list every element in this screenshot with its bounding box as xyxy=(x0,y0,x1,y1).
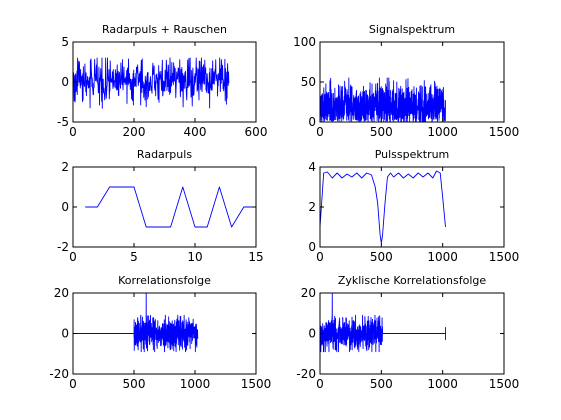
x-tick-label: 1000 xyxy=(427,377,458,391)
y-tick-label: 4 xyxy=(308,160,316,174)
y-tick-label: -2 xyxy=(57,240,69,254)
y-tick-label: 0 xyxy=(61,200,69,214)
x-tick-label: 10 xyxy=(187,250,202,264)
subplot-title: Radarpuls xyxy=(137,148,192,161)
x-tick-label: 0 xyxy=(316,125,324,139)
x-tick-label: 0 xyxy=(316,250,324,264)
y-tick-label: 0 xyxy=(61,327,69,341)
subplot-zyklische-korrelationsfolge: Zyklische Korrelationsfolge 0 500 1000 1500… xyxy=(296,274,519,391)
x-tick-label: 0 xyxy=(69,250,77,264)
x-tick-label: 15 xyxy=(248,250,263,264)
y-tick-label: 0 xyxy=(308,115,316,129)
axes-frame xyxy=(72,166,257,248)
series-line xyxy=(382,326,446,341)
subplot-title: Radarpuls + Rauschen xyxy=(102,23,227,36)
y-tick-label: -5 xyxy=(57,115,69,129)
y-tick-label: -20 xyxy=(296,367,316,381)
x-tick-label: 5 xyxy=(130,250,138,264)
x-tick-label: 1500 xyxy=(489,377,520,391)
subplot-title: Zyklische Korrelationsfolge xyxy=(338,274,487,287)
subplot-title: Signalspektrum xyxy=(369,23,455,36)
x-tick-label: 1500 xyxy=(489,125,520,139)
y-tick-label: 20 xyxy=(54,286,69,300)
x-tick-label: 1000 xyxy=(427,125,458,139)
y-tick-label: 2 xyxy=(308,200,316,214)
x-tick-label: 500 xyxy=(123,377,146,391)
y-tick-label: 0 xyxy=(61,75,69,89)
y-tick-label: 5 xyxy=(61,35,69,49)
y-tick-label: -20 xyxy=(49,367,69,381)
y-tick-label: 20 xyxy=(301,286,316,300)
x-tick-label: 500 xyxy=(370,125,393,139)
x-tick-label: 1000 xyxy=(427,250,458,264)
series-line xyxy=(319,292,384,353)
y-tick-label: 0 xyxy=(308,240,316,254)
subplot-title: Korrelationsfolge xyxy=(118,274,211,287)
x-tick-label: 0 xyxy=(69,377,77,391)
y-tick-label: 2 xyxy=(61,160,69,174)
series-line xyxy=(85,186,256,228)
series-line xyxy=(319,170,446,244)
x-tick-label: 1500 xyxy=(489,250,520,264)
x-tick-label: 200 xyxy=(123,125,146,139)
y-tick-label: 0 xyxy=(308,327,316,341)
x-tick-label: 400 xyxy=(184,125,207,139)
series-line xyxy=(72,57,230,109)
x-tick-label: 500 xyxy=(370,250,393,264)
subplot-pulsspektrum: Pulsspektrum 0 500 1000 1500 0 2 4 xyxy=(308,148,519,264)
series-line xyxy=(319,77,446,123)
x-tick-label: 600 xyxy=(245,125,268,139)
x-tick-label: 1500 xyxy=(241,377,272,391)
y-tick-label: 100 xyxy=(293,35,316,49)
subplot-radarpuls: Radarpuls 0 5 10 15-202 xyxy=(57,148,264,264)
series-line xyxy=(133,292,199,353)
x-tick-label: 500 xyxy=(370,377,393,391)
axes-frame xyxy=(319,166,505,248)
subplot-radarpuls-rauschen: Radarpuls + Rauschen 0 200 400 600-505 xyxy=(57,23,267,139)
y-tick-label: 50 xyxy=(301,75,316,89)
subplot-title: Pulsspektrum xyxy=(375,148,450,161)
x-tick-label: 0 xyxy=(69,125,77,139)
subplot-signalspektrum: Signalspektrum 0 500 1000 1500 0 50 100 xyxy=(293,23,519,139)
x-tick-label: 0 xyxy=(316,377,324,391)
x-tick-label: 1000 xyxy=(180,377,211,391)
